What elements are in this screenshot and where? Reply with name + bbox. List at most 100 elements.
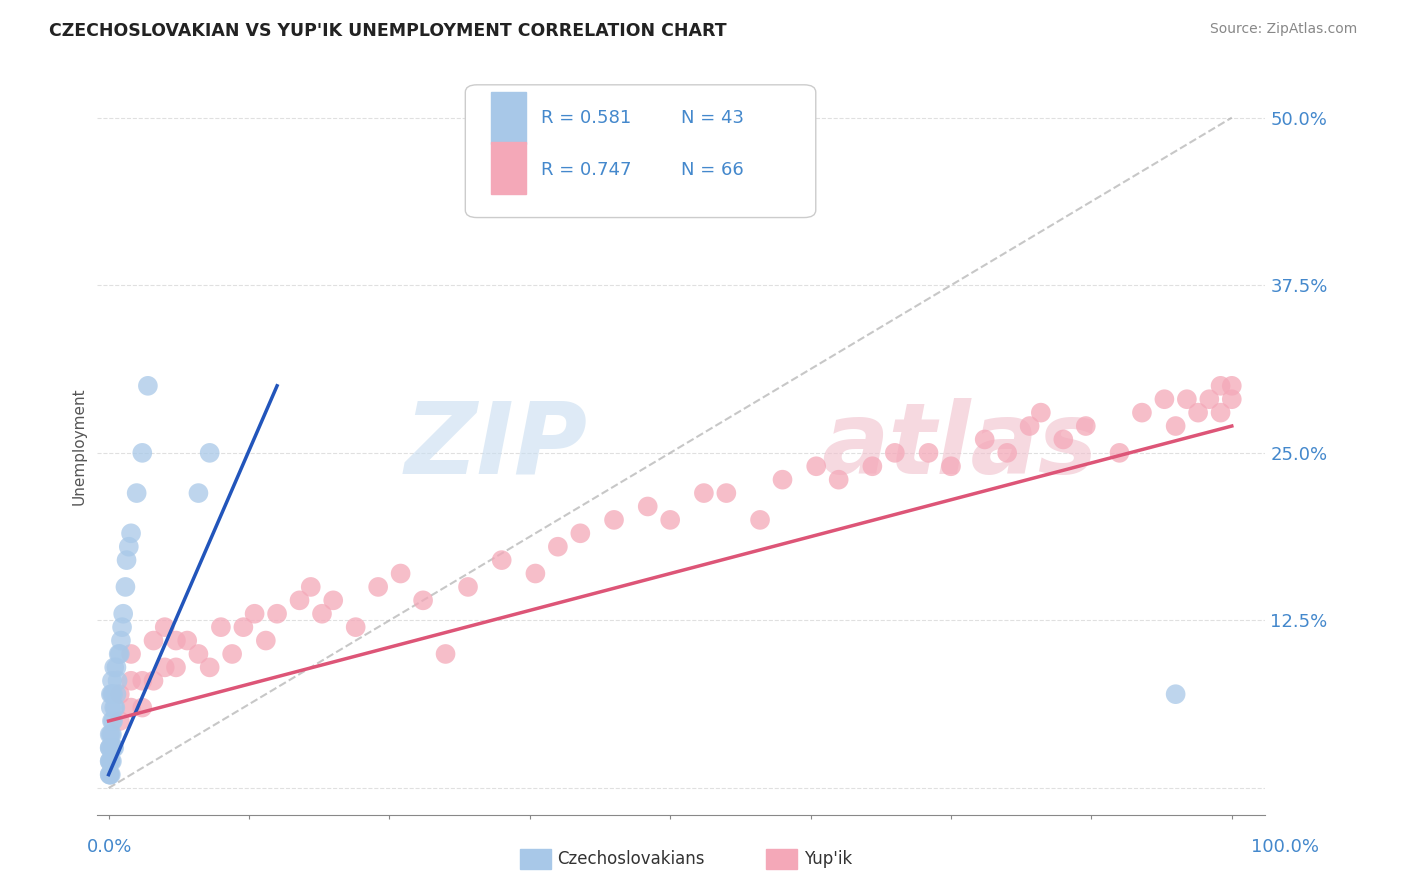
Point [98, 740, 121, 755]
Point [131, 446, 153, 460]
Point [716, 486, 738, 500]
Point [434, 647, 457, 661]
Point [524, 566, 547, 581]
Point [1175, 392, 1198, 407]
Point [995, 446, 1018, 460]
Point [103, 740, 125, 755]
Point [100, 700, 122, 714]
Text: N = 43: N = 43 [682, 109, 744, 127]
Point [142, 633, 165, 648]
Point [288, 593, 311, 607]
Point [883, 446, 905, 460]
Point [153, 620, 176, 634]
Point [100, 740, 122, 755]
Point [198, 660, 221, 674]
FancyBboxPatch shape [465, 85, 815, 218]
Point [1164, 687, 1187, 701]
Point [1074, 419, 1097, 434]
Point [299, 580, 322, 594]
Bar [491, 92, 526, 144]
Point [136, 379, 159, 393]
Text: 0.0%: 0.0% [87, 838, 132, 855]
Point [165, 660, 187, 674]
Point [103, 700, 125, 714]
Text: N = 66: N = 66 [682, 161, 744, 178]
Text: Czechoslovakians: Czechoslovakians [557, 850, 704, 868]
Point [311, 607, 333, 621]
Text: 100.0%: 100.0% [1251, 838, 1319, 855]
Point [860, 459, 883, 474]
Point [917, 446, 939, 460]
Point [101, 754, 124, 768]
Bar [491, 143, 526, 194]
Point [254, 633, 277, 648]
Point [266, 607, 288, 621]
Point [209, 620, 232, 634]
Point [115, 553, 138, 567]
Point [104, 700, 127, 714]
Point [110, 633, 132, 648]
Point [98, 754, 121, 768]
Point [344, 620, 367, 634]
Point [101, 740, 124, 755]
Point [1052, 433, 1074, 447]
Point [100, 767, 122, 781]
Text: Yup'ik: Yup'ik [804, 850, 852, 868]
Point [120, 673, 142, 688]
Point [153, 660, 176, 674]
Point [120, 526, 142, 541]
Point [603, 513, 626, 527]
Point [232, 620, 254, 634]
Point [98, 754, 121, 768]
Point [118, 540, 141, 554]
Text: R = 0.747: R = 0.747 [541, 161, 631, 178]
Point [693, 486, 716, 500]
Point [243, 607, 266, 621]
Point [100, 727, 122, 741]
Point [108, 687, 131, 701]
Point [98, 727, 121, 741]
Point [101, 727, 124, 741]
Point [457, 580, 479, 594]
Point [107, 673, 129, 688]
Point [105, 687, 128, 701]
Point [98, 740, 121, 755]
Point [1209, 406, 1232, 420]
Point [100, 754, 122, 768]
Text: ZIP: ZIP [405, 398, 588, 495]
Text: Source: ZipAtlas.com: Source: ZipAtlas.com [1209, 22, 1357, 37]
Point [101, 687, 124, 701]
Point [1130, 406, 1153, 420]
Point [101, 714, 124, 728]
Point [1220, 379, 1243, 393]
Point [637, 500, 659, 514]
Point [131, 700, 153, 714]
Point [491, 553, 513, 567]
Point [111, 620, 134, 634]
Point [131, 673, 153, 688]
Point [112, 607, 135, 621]
Point [1018, 419, 1040, 434]
Text: atlas: atlas [821, 398, 1098, 495]
Point [187, 486, 209, 500]
Point [125, 486, 148, 500]
Point [108, 647, 131, 661]
Point [107, 647, 129, 661]
Point [176, 633, 198, 648]
Point [108, 714, 131, 728]
Point [806, 459, 828, 474]
Point [547, 540, 569, 554]
Point [389, 566, 412, 581]
Point [1187, 406, 1209, 420]
Point [1209, 379, 1232, 393]
Point [101, 714, 124, 728]
Point [367, 580, 389, 594]
Point [120, 700, 142, 714]
Text: CZECHOSLOVAKIAN VS YUP'IK UNEMPLOYMENT CORRELATION CHART: CZECHOSLOVAKIAN VS YUP'IK UNEMPLOYMENT C… [49, 22, 727, 40]
Point [98, 767, 121, 781]
Point [569, 526, 592, 541]
Point [1198, 392, 1220, 407]
Point [114, 580, 136, 594]
Point [322, 593, 344, 607]
Point [101, 687, 124, 701]
